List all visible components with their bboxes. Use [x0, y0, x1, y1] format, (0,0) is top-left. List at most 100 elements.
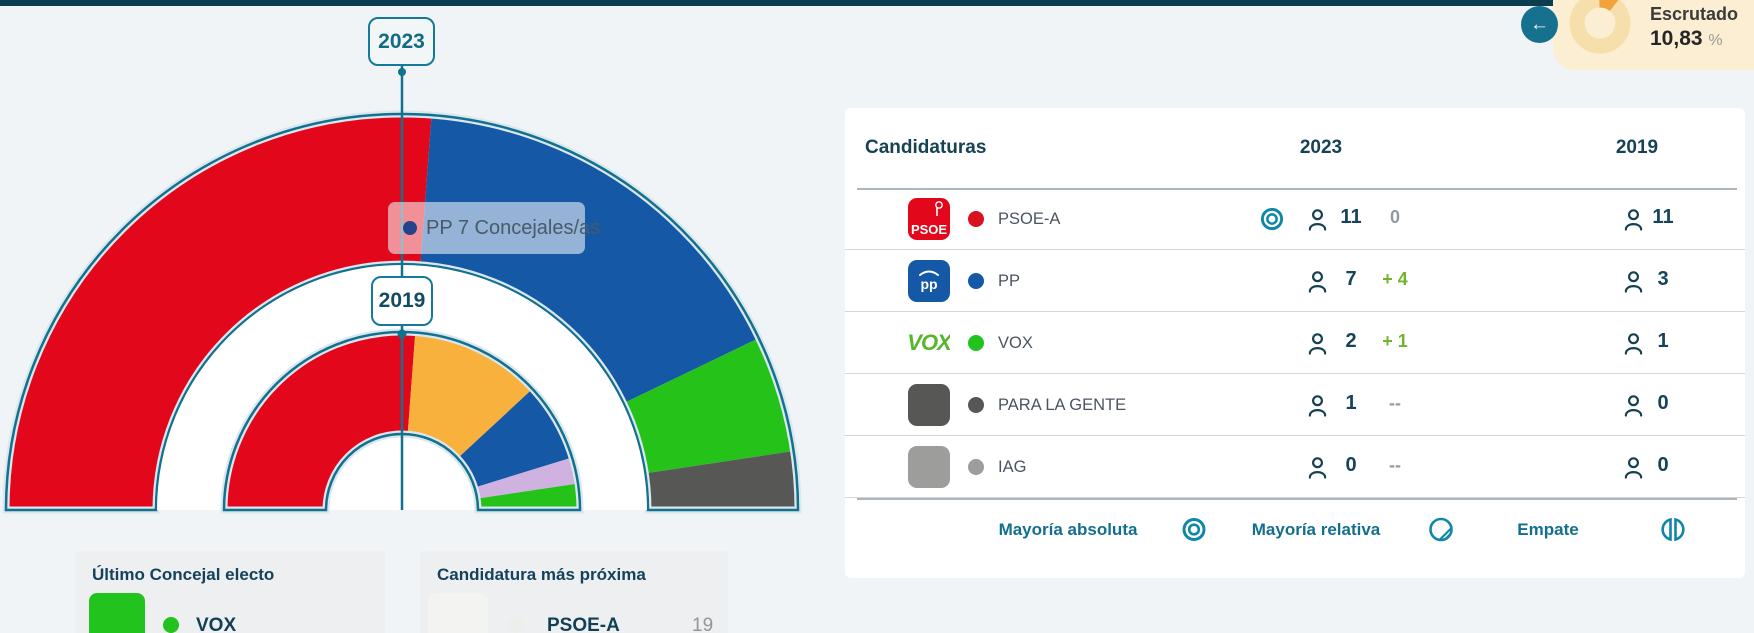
party-color-dot	[968, 397, 984, 413]
vox-logo: VOX	[908, 330, 950, 355]
party-color-dot	[968, 459, 984, 475]
table-row[interactable]: PARA LA GENTE 1 -- 0	[845, 374, 1745, 436]
ring-outline-2019	[222, 330, 582, 512]
last-councillor-title: Último Concejal electo	[92, 565, 275, 584]
hemicycle-segment-2023-psoe-a[interactable]	[6, 113, 432, 510]
majority-marker	[1259, 206, 1285, 237]
seats-2019: 0	[1657, 454, 1669, 476]
table-row[interactable]: VOX VOX 2 + 1 1	[845, 312, 1745, 374]
seats-2019: 3	[1657, 268, 1669, 290]
seats-2019: 1	[1657, 330, 1669, 352]
hemicycle-segment-2019-otros[interactable]	[474, 457, 579, 499]
closest-candidature-party: PSOE-A	[547, 615, 620, 633]
person-icon	[1624, 395, 1643, 417]
escrutado-number: 10,83	[1650, 27, 1703, 50]
escrutado-unit: %	[1708, 32, 1723, 49]
tie-icon	[1659, 516, 1687, 548]
seats-2019-icon	[1623, 270, 1644, 298]
closest-candidature-card: Candidatura más próxima PSOE-A 19	[420, 551, 728, 633]
seats-2023: 2	[1345, 330, 1357, 352]
vox-logo	[89, 593, 145, 633]
ring-outline-2023	[4, 112, 800, 512]
hemicycle-segment-2023-para-la-gente[interactable]	[645, 450, 798, 510]
pp-logo-glyph: pp	[919, 270, 939, 292]
seats-2023-icon	[1307, 456, 1328, 484]
year-label-2023-text: 2023	[378, 29, 425, 53]
psoe-faded-dot	[508, 617, 524, 633]
seats-2023-icon	[1307, 332, 1328, 360]
seats-2019-icon	[1623, 456, 1644, 484]
absolute-majority-icon	[1260, 207, 1284, 231]
escrutado-donut	[1569, 0, 1631, 54]
seats-2019: 0	[1657, 392, 1669, 414]
person-icon	[1624, 209, 1643, 231]
escrutado-value: 10,83 %	[1650, 27, 1723, 51]
tooltip-text: PP 7 Concejales/as	[426, 216, 601, 239]
party-color-dot	[968, 211, 984, 227]
legend-divider	[857, 498, 1737, 500]
back-button[interactable]: ←	[1521, 6, 1558, 43]
party-name: PSOE-A	[998, 210, 1061, 228]
seats-2023-icon	[1307, 270, 1328, 298]
seats-2019-icon	[1623, 332, 1644, 360]
party-name: PP	[998, 272, 1021, 290]
seats-diff: --	[1389, 455, 1401, 475]
seats-2023: 7	[1345, 268, 1357, 290]
psoe-rose-icon	[935, 201, 943, 216]
top-bar	[0, 0, 1754, 6]
party-logo	[908, 446, 950, 488]
hemicycle-chart	[2, 64, 802, 514]
last-councillor-party: VOX	[196, 615, 237, 633]
seats-2023: 1	[1345, 392, 1357, 414]
seats-2019-icon	[1623, 394, 1644, 422]
back-arrow-icon: ←	[1530, 13, 1549, 35]
person-icon	[1624, 457, 1643, 479]
party-name: VOX	[998, 334, 1033, 352]
seats-2023-icon	[1307, 394, 1328, 422]
person-icon	[1308, 271, 1327, 293]
table-row[interactable]: pp PP 7 + 4 3	[845, 250, 1745, 312]
last-councillor-card: Último Concejal electo VOX	[75, 551, 385, 633]
person-icon	[1308, 209, 1327, 231]
seats-diff: --	[1389, 393, 1401, 413]
seats-2019-icon	[1623, 208, 1644, 236]
connector-dot-2019	[397, 329, 407, 339]
year-label-2023[interactable]: 2023	[368, 17, 435, 66]
relative-majority-icon	[1428, 516, 1455, 548]
person-icon	[1624, 271, 1643, 293]
legend-mayoria-absoluta: Mayoría absoluta	[998, 520, 1138, 539]
party-color-dot	[968, 273, 984, 289]
seats-2023: 11	[1340, 206, 1362, 228]
absolute-majority-icon	[1181, 516, 1208, 548]
seats-2023: 0	[1345, 454, 1357, 476]
legend-mayoria-relativa: Mayoría relativa	[1251, 520, 1381, 539]
person-icon	[1308, 457, 1327, 479]
person-icon	[1308, 333, 1327, 355]
table-row[interactable]: PSOE PSOE-A 11 0 11	[845, 188, 1745, 250]
hemicycle-segment-2023-pp[interactable]	[420, 115, 759, 404]
seats-diff: + 4	[1382, 269, 1408, 289]
party-logo	[908, 384, 950, 426]
hemicycle-segment-2023-vox[interactable]	[623, 338, 794, 474]
party-color-dot	[968, 335, 984, 351]
seats-2019: 11	[1652, 206, 1674, 228]
hemicycle-segment-2019-pp[interactable]	[457, 388, 573, 488]
year-label-2019[interactable]: 2019	[371, 276, 433, 326]
header-divider	[857, 188, 1737, 190]
seats-diff: 0	[1389, 207, 1400, 227]
pp-logo: pp	[908, 260, 950, 302]
column-header-candidaturas: Candidaturas	[865, 137, 987, 158]
psoe-faded-logo	[428, 593, 488, 633]
table-row[interactable]: IAG 0 -- 0	[845, 436, 1745, 498]
results-table-panel: Candidaturas 2023 2019 PSOE PSOE-A 11 0 11 p…	[845, 108, 1745, 578]
hemicycle-segment-2019-psoe-a[interactable]	[224, 331, 416, 510]
legend-empate: Empate	[1517, 520, 1579, 539]
party-name: PARA LA GENTE	[998, 396, 1127, 414]
closest-candidature-title: Candidatura más próxima	[437, 565, 646, 584]
person-icon	[1624, 333, 1643, 355]
person-icon	[1308, 395, 1327, 417]
hemicycle-segment-2019-vox[interactable]	[477, 483, 580, 510]
escrutado-card: Escrutado 10,83 %	[1553, 0, 1754, 70]
svg-text:pp: pp	[920, 276, 937, 292]
vox-dot	[163, 617, 179, 633]
